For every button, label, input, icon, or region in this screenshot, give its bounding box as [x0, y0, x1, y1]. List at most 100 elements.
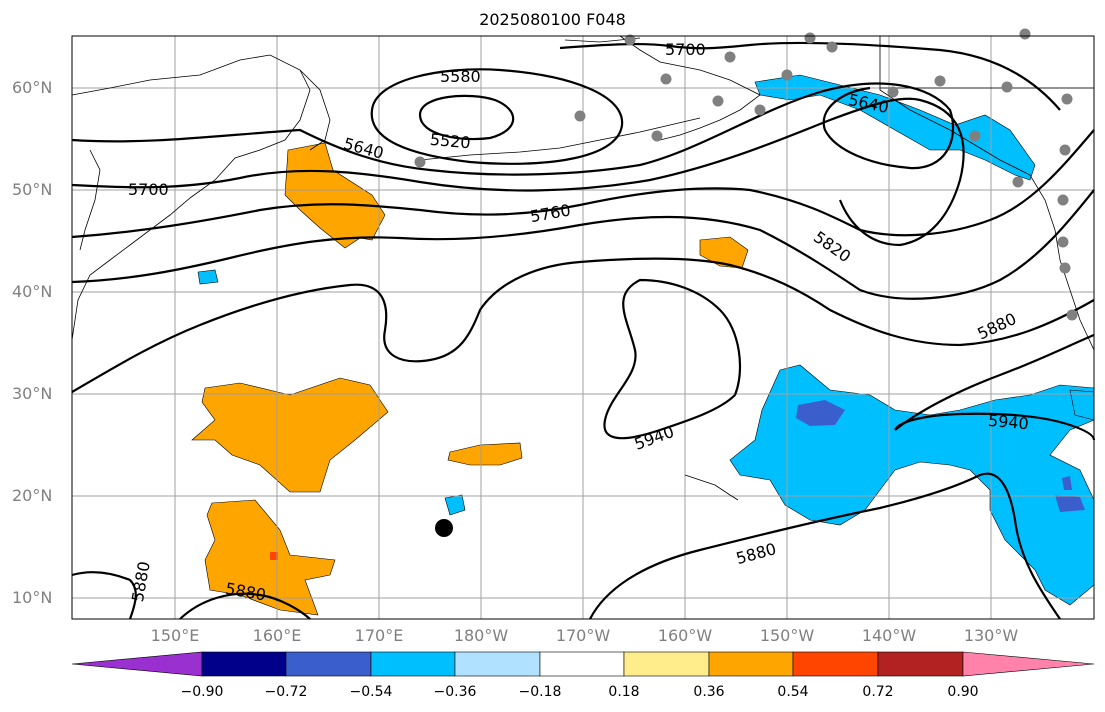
- station-marker: [1012, 176, 1024, 188]
- station-marker: [887, 86, 899, 98]
- contour-5880-w: [71, 571, 137, 620]
- colorbar-tick-label: 0.72: [862, 684, 894, 700]
- colorbar-segment: [454, 651, 541, 677]
- contour-5880-main: [71, 257, 1095, 393]
- contour-5940-east: [894, 412, 1096, 441]
- colorbar-segment: [201, 651, 287, 677]
- colorbar-tick-label: 0.18: [608, 684, 640, 700]
- contour-5640: [71, 82, 955, 176]
- gridlines: [72, 36, 1094, 619]
- station-marker: [781, 69, 793, 81]
- station-marker: [1061, 93, 1073, 105]
- colorbar-segment: [708, 651, 794, 677]
- colorbar-segment: [285, 651, 372, 677]
- anomaly-region: [191, 377, 389, 493]
- colorbar-tick-label: −0.36: [433, 684, 477, 700]
- colorbar-tick-label: 0.36: [693, 684, 725, 700]
- contour-label: 5940: [987, 411, 1029, 433]
- lon-tick-label: 170°W: [555, 626, 611, 645]
- lon-tick-label: 130°W: [963, 626, 1019, 645]
- station-marker: [1019, 28, 1031, 40]
- height-contours: [71, 41, 1096, 620]
- coastline-north-america: [879, 36, 1095, 351]
- lat-tick-label: 40°N: [12, 282, 53, 301]
- colorbar-extend-high: [962, 651, 1095, 677]
- contour-5520: [418, 94, 515, 141]
- coastline-asia: [71, 54, 311, 341]
- map-panel: 5520 5580 5640 5640 5700 5700 5760 5820 …: [71, 28, 1096, 620]
- lon-tick-label: 180°W: [453, 626, 509, 645]
- station-marker: [712, 95, 724, 107]
- station-marker: [624, 34, 636, 46]
- colorbar-segment: [370, 651, 456, 677]
- contour-label: 5700: [665, 40, 706, 59]
- coastline-hawaii: [684, 474, 739, 501]
- anomaly-region: [796, 400, 845, 426]
- contour-5880-south: [589, 472, 1061, 620]
- lon-tick-label: 150°W: [759, 626, 815, 645]
- contour-5700: [71, 97, 965, 247]
- contour-label: 5520: [429, 130, 471, 152]
- map-title: 2025080100 F048: [479, 10, 626, 29]
- strong-positive-regions: [270, 552, 278, 560]
- station-marker: [574, 110, 586, 122]
- anomaly-region: [447, 442, 523, 466]
- lon-tick-label: 150°E: [150, 626, 200, 645]
- coastline-alaska: [619, 35, 761, 141]
- contour-5760-east: [859, 129, 1095, 237]
- colorbar: [71, 651, 1095, 677]
- station-marker: [754, 104, 766, 116]
- station-marker: [934, 75, 946, 87]
- lon-tick-label: 160°E: [252, 626, 302, 645]
- station-marker: [804, 32, 816, 44]
- station-markers: [414, 28, 1078, 321]
- lat-tick-label: 20°N: [12, 486, 53, 505]
- contour-5880-sw: [179, 592, 311, 620]
- colorbar-segment: [539, 651, 625, 677]
- coastline-aleutians: [419, 117, 701, 161]
- colorbar-extend-low: [71, 651, 203, 677]
- station-marker: [1059, 262, 1071, 274]
- colorbar-tick-label: −0.54: [349, 684, 393, 700]
- station-marker: [826, 41, 838, 53]
- colorbar-tick-label: 0.90: [947, 684, 979, 700]
- lat-tick-label: 10°N: [12, 588, 53, 607]
- station-marker: [1001, 81, 1013, 93]
- station-marker: [724, 51, 736, 63]
- target-marker: [435, 519, 453, 537]
- colorbar-tick-label: −0.72: [264, 684, 308, 700]
- colorbar-segment: [792, 651, 879, 677]
- station-marker: [1066, 309, 1078, 321]
- station-marker: [1059, 144, 1071, 156]
- anomaly-region: [284, 142, 386, 249]
- contour-5940-center: [603, 278, 742, 440]
- station-marker: [651, 130, 663, 142]
- lon-tick-label: 170°E: [354, 626, 404, 645]
- anomaly-region: [754, 74, 1036, 181]
- contour-5880-east: [894, 333, 1095, 431]
- contour-label: 5580: [440, 67, 481, 86]
- contour-label: 5700: [128, 180, 169, 199]
- strong-negative-regions: [796, 400, 1085, 512]
- anomaly-region: [1055, 495, 1085, 512]
- colorbar-tick-label: −0.90: [180, 684, 224, 700]
- lat-tick-label: 30°N: [12, 384, 53, 403]
- anomaly-region: [197, 269, 219, 285]
- station-marker: [1057, 236, 1069, 248]
- colorbar-segment: [623, 651, 710, 677]
- lon-tick-label: 160°W: [657, 626, 713, 645]
- contour-5700-north: [559, 41, 1061, 111]
- anomaly-region: [270, 552, 278, 560]
- station-marker: [660, 73, 672, 85]
- station-marker: [1057, 194, 1069, 206]
- anomaly-region: [1062, 476, 1072, 490]
- contour-5580: [370, 68, 624, 165]
- colorbar-tick-label: 0.54: [777, 684, 809, 700]
- contour-5820: [71, 189, 1095, 300]
- colorbar-tick-label: −0.18: [518, 684, 562, 700]
- station-marker: [969, 130, 981, 142]
- lat-tick-label: 50°N: [12, 180, 53, 199]
- colorbar-segment: [877, 651, 964, 677]
- lon-tick-label: 140°W: [861, 626, 917, 645]
